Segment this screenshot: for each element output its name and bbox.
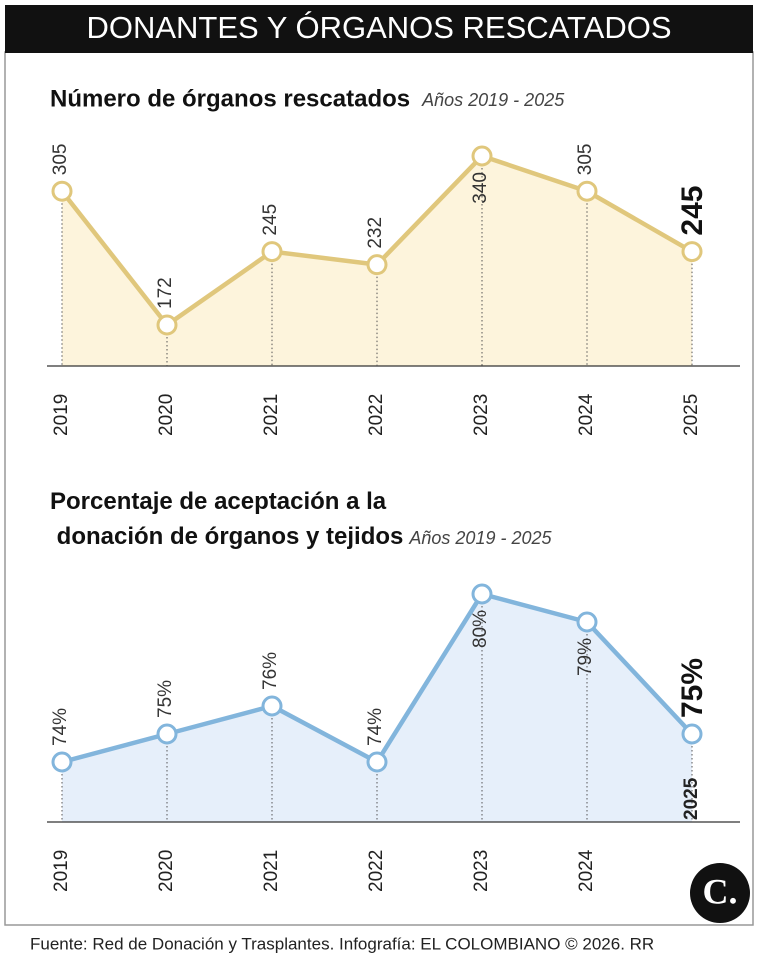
value-label: 245 bbox=[260, 204, 281, 236]
x-tick-label: 2022 bbox=[366, 394, 387, 436]
value-label: 75% bbox=[676, 658, 709, 718]
area bbox=[62, 156, 692, 366]
chart-subtitle: Años 2019 - 2025 bbox=[408, 528, 552, 548]
point bbox=[366, 254, 388, 276]
logo: C. bbox=[703, 871, 738, 911]
chart-title: Número de órganos rescatados bbox=[50, 85, 410, 112]
chart-title-line: Porcentaje de aceptación a la bbox=[50, 488, 387, 515]
value-label: 75% bbox=[155, 680, 176, 718]
point bbox=[366, 751, 388, 773]
header-bar bbox=[5, 5, 753, 53]
page-title: DONANTES Y ÓRGANOS RESCATADOS bbox=[86, 10, 671, 45]
chart-subtitle: Años 2019 - 2025 bbox=[421, 90, 565, 110]
x-tick-label: 2019 bbox=[51, 394, 72, 436]
value-label: 74% bbox=[365, 708, 386, 746]
value-label: 74% bbox=[50, 708, 71, 746]
source: Fuente: Red de Donación y Trasplantes. I… bbox=[30, 934, 654, 953]
logo-circle bbox=[690, 863, 750, 923]
point bbox=[471, 145, 493, 167]
x-tick-label: 2021 bbox=[261, 850, 282, 892]
x-tick-label: 2024 bbox=[576, 849, 597, 892]
point bbox=[51, 751, 73, 773]
area bbox=[62, 594, 692, 822]
x-tick-label: 2020 bbox=[156, 850, 177, 892]
value-label: 232 bbox=[365, 217, 386, 249]
point bbox=[261, 695, 283, 717]
point bbox=[681, 723, 703, 745]
value-label: 79% bbox=[575, 638, 596, 676]
point bbox=[681, 241, 703, 263]
point bbox=[156, 723, 178, 745]
chart-title-line: donación de órganos y tejidos bbox=[50, 523, 403, 550]
x-tick-label: 2019 bbox=[51, 850, 72, 892]
value-label: 80% bbox=[470, 610, 491, 648]
x-tick-label: 2023 bbox=[471, 394, 492, 436]
point bbox=[51, 180, 73, 202]
value-label: 305 bbox=[575, 144, 596, 176]
x-tick-label: 2020 bbox=[156, 394, 177, 436]
x-tick-label: 2024 bbox=[576, 393, 597, 436]
x-tick-label: 2022 bbox=[366, 850, 387, 892]
value-label: 76% bbox=[260, 652, 281, 690]
x-tick-label: 2025 bbox=[681, 394, 702, 436]
value-label: 245 bbox=[676, 186, 709, 236]
x-tick-label: 2025 bbox=[681, 777, 702, 820]
point bbox=[471, 583, 493, 605]
x-tick-label: 2021 bbox=[261, 394, 282, 436]
value-label: 305 bbox=[50, 144, 71, 176]
chart-title: Porcentaje de aceptación a la donación d… bbox=[50, 488, 403, 550]
value-label: 172 bbox=[155, 277, 176, 309]
point bbox=[156, 314, 178, 336]
point bbox=[576, 611, 598, 633]
point bbox=[576, 180, 598, 202]
value-label: 340 bbox=[470, 172, 491, 204]
point bbox=[261, 241, 283, 263]
x-tick-label: 2023 bbox=[471, 850, 492, 892]
